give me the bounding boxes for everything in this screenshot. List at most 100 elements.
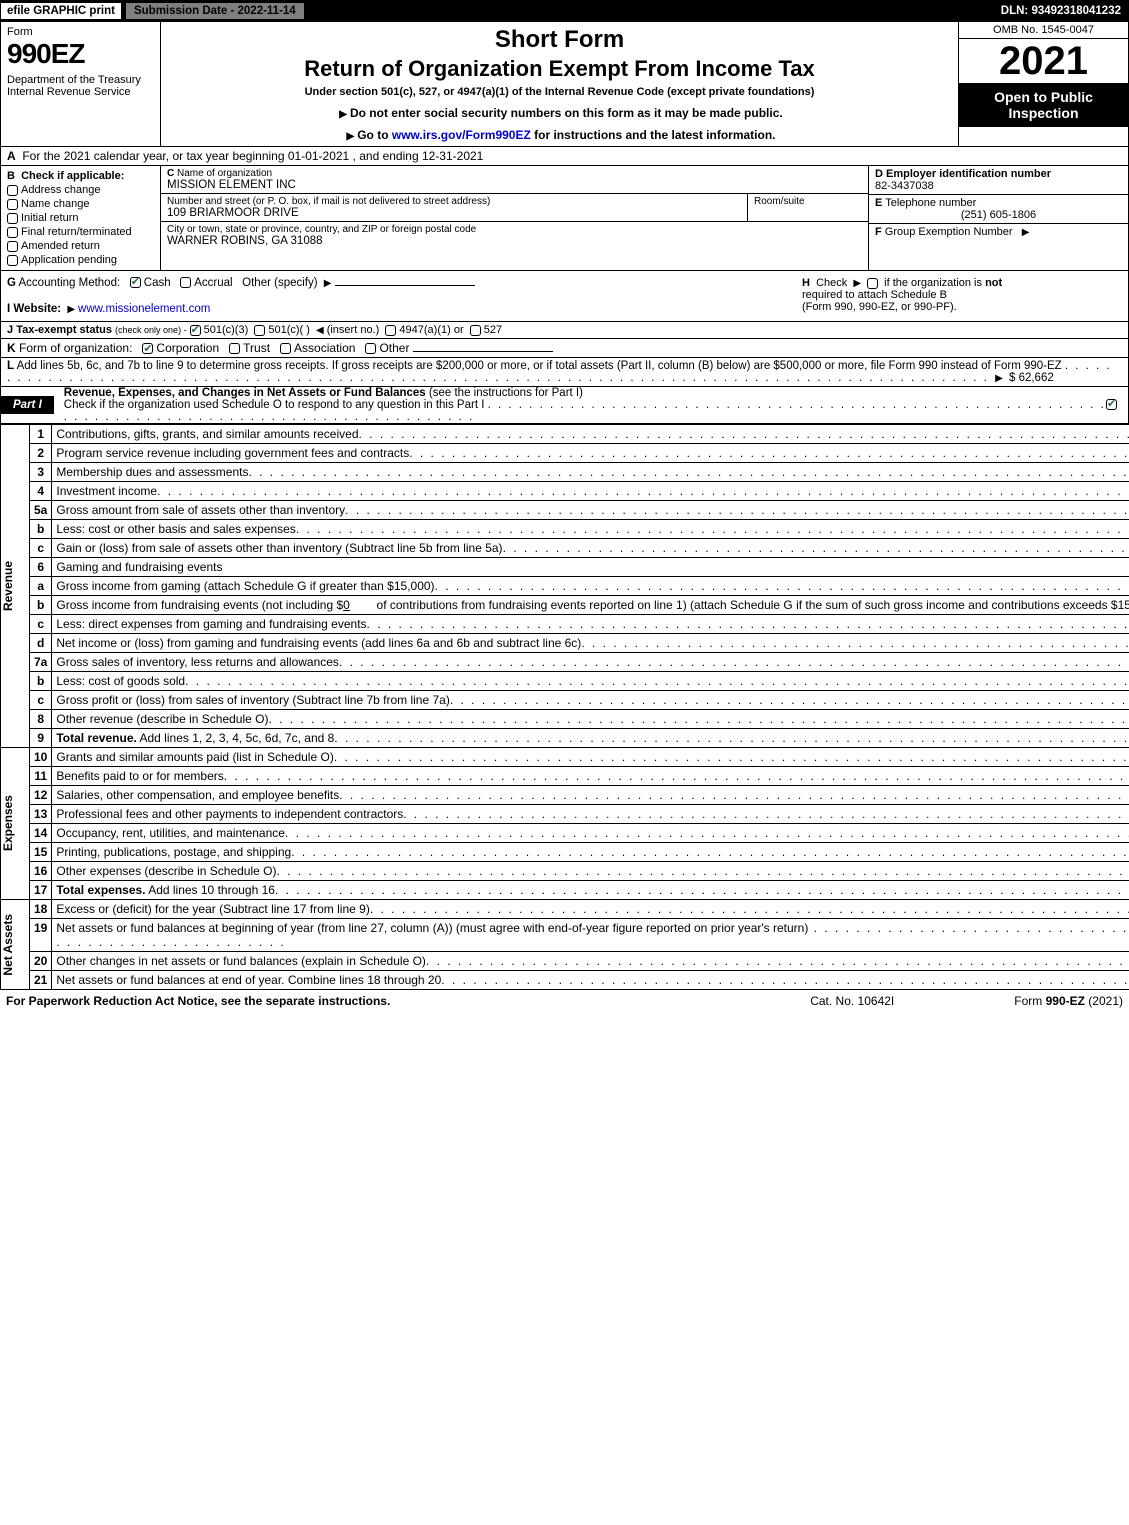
line-15-desc: Printing, publications, postage, and shi… [56,845,291,859]
g-left: G Accounting Method: Cash Accrual Other … [7,277,802,315]
g-other-label: Other (specify) [242,277,317,289]
line-6c-desc: Less: direct expenses from gaming and fu… [56,617,366,631]
line-19: 19Net assets or fund balances at beginni… [1,919,1129,952]
line-12-desc: Salaries, other compensation, and employ… [56,788,339,802]
form-number: 990EZ [7,38,154,70]
k-other-check[interactable] [365,343,376,354]
i-label: Website: [13,303,61,315]
g-accrual-check[interactable] [180,277,191,288]
c-name-box: C Name of organization MISSION ELEMENT I… [161,166,868,194]
line-11: 11Benefits paid to or for members110 [1,767,1129,786]
line-5b: bLess: cost or other basis and sales exp… [1,520,1129,539]
submission-date: Submission Date - 2022-11-14 [126,3,304,19]
h-text3: required to attach Schedule B [802,289,947,301]
b-opt-5-label: Application pending [21,254,117,266]
b-opt-final-return[interactable]: Final return/terminated [7,226,154,238]
omb-number: OMB No. 1545-0047 [959,22,1128,39]
line-7c: cGross profit or (loss) from sales of in… [1,691,1129,710]
line-6c: cLess: direct expenses from gaming and f… [1,615,1129,634]
l-text: Add lines 5b, 6c, and 7b to line 9 to de… [17,360,1062,372]
e-label: Telephone number [885,197,976,209]
revenue-label: Revenue [1,561,15,611]
part1-tab: Part I [1,396,54,414]
city-value: WARNER ROBINS, GA 31088 [167,235,862,247]
line-6b-desc2: of contributions from fundraising events… [377,598,1129,612]
b-opt-name-change[interactable]: Name change [7,198,154,210]
h-not: not [985,277,1002,289]
k-o3: Association [294,341,355,355]
line-6a: aGross income from gaming (attach Schedu… [1,577,1129,596]
instruction-1: Do not enter social security numbers on … [169,106,950,120]
b-opt-0-label: Address change [21,184,101,196]
website-link[interactable]: www.missionelement.com [78,303,210,315]
h-text2: if the organization is [884,277,982,289]
line-1: Revenue 1 Contributions, gifts, grants, … [1,425,1129,444]
line-6b-amt: 0 [343,598,350,612]
footer-form: Form 990-EZ (2021) [1014,994,1123,1008]
part1-table: Revenue 1 Contributions, gifts, grants, … [0,424,1129,990]
part1-title-text: Revenue, Expenses, and Changes in Net As… [64,387,426,399]
b-opt-initial-return[interactable]: Initial return [7,212,154,224]
g-other-input[interactable] [335,285,475,286]
line-a: A For the 2021 calendar year, or tax yea… [0,147,1129,166]
dln-label: DLN: 93492318041232 [1001,5,1129,17]
e-phone: E Telephone number(251) 605-1806 [869,195,1128,224]
b-header: Check if applicable: [21,170,124,182]
line-2-desc: Program service revenue including govern… [56,446,409,460]
k-assoc-check[interactable] [280,343,291,354]
line-4-desc: Investment income [56,484,157,498]
irs-link[interactable]: www.irs.gov/Form990EZ [392,128,531,142]
b-opt-2-label: Initial return [21,212,78,224]
line-13: 13Professional fees and other payments t… [1,805,1129,824]
line-5c-desc: Gain or (loss) from sale of assets other… [56,541,502,555]
b-opt-1-label: Name change [21,198,90,210]
j-501c-check[interactable] [254,325,265,336]
k-corp-check[interactable] [142,343,153,354]
j-o4: 527 [484,324,502,336]
expenses-label: Expenses [1,795,15,851]
part1-check[interactable] [1106,399,1128,411]
line-21-desc: Net assets or fund balances at end of ye… [56,973,441,987]
b-opt-3-label: Final return/terminated [21,226,132,238]
line-3-desc: Membership dues and assessments [56,465,248,479]
street-label: Number and street (or P. O. box, if mail… [167,196,741,207]
open-to-public: Open to Public Inspection [959,83,1128,127]
line-20: 20Other changes in net assets or fund ba… [1,952,1129,971]
line-6: 6Gaming and fundraising events [1,558,1129,577]
b-opt-amended[interactable]: Amended return [7,240,154,252]
top-bar: efile GRAPHIC print Submission Date - 20… [0,0,1129,22]
title-block: Short Form Return of Organization Exempt… [161,22,958,146]
col-b: B Check if applicable: Address change Na… [1,166,161,270]
k-trust-check[interactable] [229,343,240,354]
line-6b-desc1: Gross income from fundraising events (no… [56,598,343,612]
j-4947-check[interactable] [385,325,396,336]
form-header: Form 990EZ Department of the Treasury In… [0,22,1129,147]
line-20-desc: Other changes in net assets or fund bala… [56,954,426,968]
c-city-box: City or town, state or province, country… [161,222,868,249]
section-j: J Tax-exempt status (check only one) - 5… [0,322,1129,339]
efile-print-label[interactable]: efile GRAPHIC print [0,2,122,20]
form-id-block: Form 990EZ Department of the Treasury In… [1,22,161,146]
line-6a-desc: Gross income from gaming (attach Schedul… [56,579,434,593]
b-opt-pending[interactable]: Application pending [7,254,154,266]
line-3: 3Membership dues and assessments 30 [1,463,1129,482]
b-opt-4-label: Amended return [21,240,100,252]
k-other-input[interactable] [413,351,553,352]
j-527-check[interactable] [470,325,481,336]
department-label: Department of the Treasury Internal Reve… [7,74,154,98]
form-label: Form [7,26,154,38]
h-check[interactable] [867,278,878,289]
footer-form-yr: (2021) [1085,994,1123,1008]
b-opt-address-change[interactable]: Address change [7,184,154,196]
j-501c3-check[interactable] [190,325,201,336]
j-label: Tax-exempt status [16,324,112,336]
line-8: 8Other revenue (describe in Schedule O) … [1,710,1129,729]
line-7c-desc: Gross profit or (loss) from sales of inv… [56,693,449,707]
line-13-desc: Professional fees and other payments to … [56,807,403,821]
room-label: Room/suite [754,196,862,207]
c-name-label: Name of organization [177,168,272,179]
netassets-label: Net Assets [1,914,15,976]
g-cash-check[interactable] [130,277,141,288]
return-title: Return of Organization Exempt From Incom… [169,56,950,82]
col-c: C Name of organization MISSION ELEMENT I… [161,166,868,270]
